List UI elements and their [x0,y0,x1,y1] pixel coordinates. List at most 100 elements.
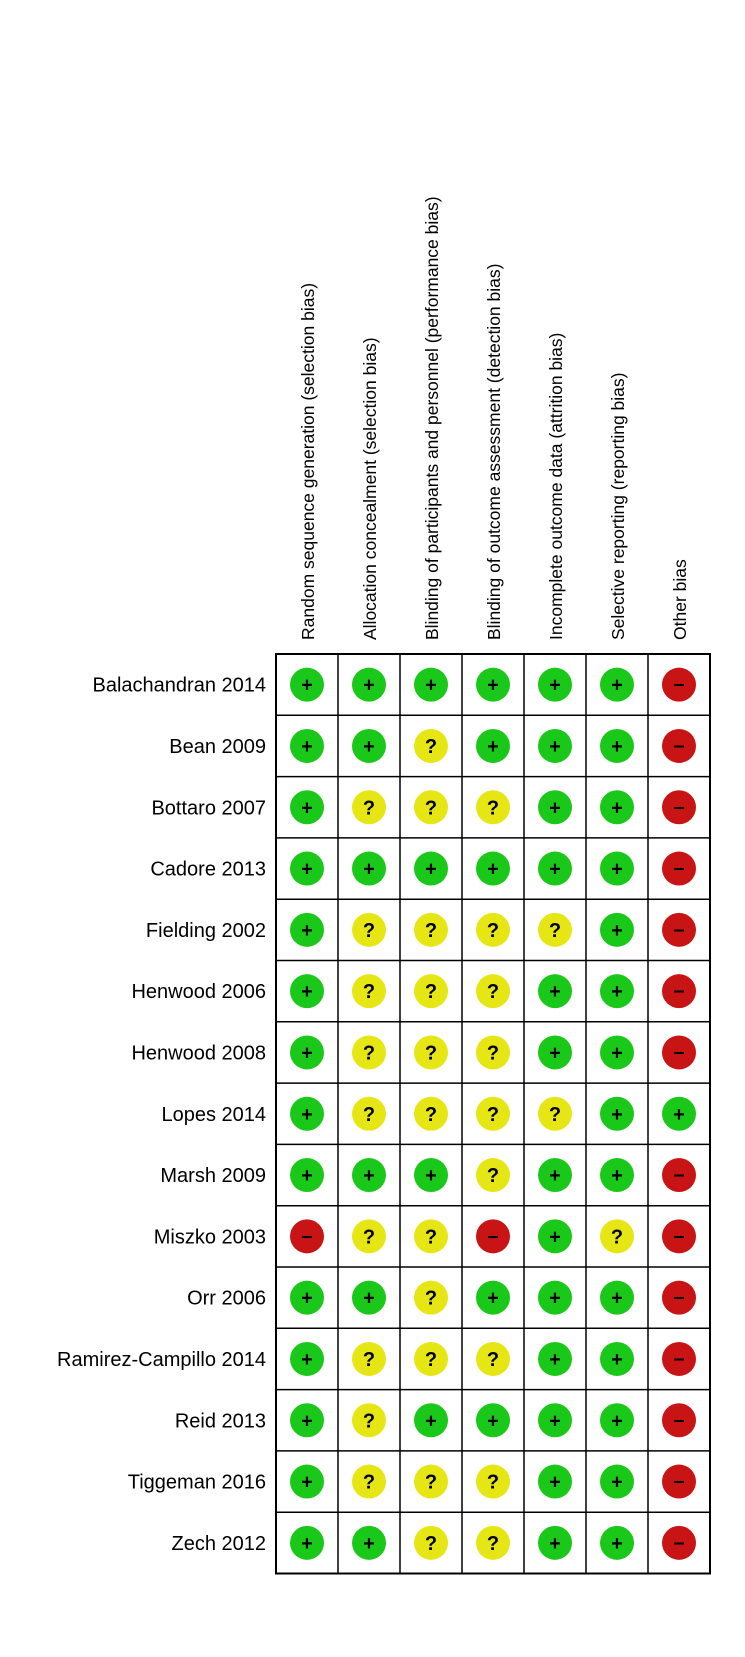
judgement-circle [414,1341,448,1376]
judgement-circle [538,1280,572,1315]
judgement-symbol: ? [363,1349,375,1371]
judgement-symbol: + [487,859,499,881]
judgement-circle [476,851,510,886]
judgement-circle [600,1525,634,1560]
judgement-symbol: – [301,1225,312,1247]
domain-header: Blinding of participants and personnel (… [422,196,442,640]
judgement-circle [290,790,324,825]
judgement-circle [538,1341,572,1376]
judgement-symbol: ? [425,1288,437,1310]
judgement-symbol: ? [425,1533,437,1555]
judgement-circle [476,1158,510,1193]
judgement-circle [476,1219,510,1254]
judgement-symbol: + [611,1042,623,1064]
study-label: Henwood 2006 [131,981,266,1003]
judgement-symbol: + [549,797,561,819]
judgement-symbol: + [549,859,561,881]
judgement-circle [352,1464,386,1499]
judgement-circle [662,1464,696,1499]
judgement-symbol: ? [363,1410,375,1432]
judgement-circle [352,1525,386,1560]
judgement-circle [600,974,634,1009]
judgement-symbol: + [301,1533,313,1555]
judgement-symbol: + [363,859,375,881]
judgement-symbol: ? [425,920,437,942]
judgement-circle [352,667,386,702]
judgement-symbol: ? [425,1472,437,1494]
judgement-circle [538,728,572,763]
judgement-circle [476,1403,510,1438]
judgement-circle [476,912,510,947]
judgement-circle [476,1341,510,1376]
judgement-circle [352,912,386,947]
judgement-circle [600,1341,634,1376]
judgement-symbol: + [673,1104,685,1126]
judgement-circle [414,1464,448,1499]
judgement-circle [538,667,572,702]
judgement-symbol: ? [487,920,499,942]
judgement-circle [290,1035,324,1070]
judgement-circle [414,912,448,947]
judgement-symbol: – [673,980,684,1002]
judgement-symbol: ? [425,797,437,819]
study-label: Ramirez-Campillo 2014 [57,1349,266,1371]
judgement-symbol: + [611,1104,623,1126]
judgement-circle [538,1096,572,1131]
judgement-circle [352,1096,386,1131]
judgement-circle [352,974,386,1009]
judgement-circle [600,1035,634,1070]
grid-frame [275,653,711,1575]
judgement-symbol: + [301,797,313,819]
judgement-symbol: + [301,859,313,881]
judgement-circle [290,912,324,947]
judgement-circle [414,728,448,763]
judgement-circle [600,1403,634,1438]
domain-header: Selective reporting (reporting bias) [608,373,628,641]
judgement-symbol: + [611,736,623,758]
judgement-circle [414,1158,448,1193]
judgement-symbol: + [611,920,623,942]
judgement-symbol: + [549,981,561,1003]
judgement-symbol: ? [425,736,437,758]
judgement-symbol: ? [425,981,437,1003]
judgement-symbol: ? [549,1104,561,1126]
judgement-symbol: ? [549,920,561,942]
judgement-symbol: + [301,1104,313,1126]
judgement-symbol: + [301,1288,313,1310]
judgement-symbol: – [673,919,684,941]
judgement-circle [538,1403,572,1438]
domain-header: Allocation concealment (selection bias) [360,337,380,640]
judgement-symbol: – [673,735,684,757]
judgement-symbol: ? [363,1226,375,1248]
judgement-symbol: + [363,1533,375,1555]
judgement-symbol: + [611,1165,623,1187]
judgement-symbol: ? [363,1472,375,1494]
judgement-symbol: + [549,1226,561,1248]
judgement-symbol: – [673,796,684,818]
study-label: Zech 2012 [171,1533,266,1555]
judgement-symbol: + [363,736,375,758]
judgement-symbol: + [611,1410,623,1432]
judgement-circle [414,974,448,1009]
judgement-symbol: ? [425,1349,437,1371]
judgement-circle [290,1096,324,1131]
judgement-circle [290,1403,324,1438]
judgement-symbol: + [425,1410,437,1432]
judgement-symbol: ? [487,981,499,1003]
judgement-circle [476,667,510,702]
judgement-circle [662,1219,696,1254]
judgement-symbol: – [673,1348,684,1370]
judgement-circle [538,1464,572,1499]
judgement-circle [538,912,572,947]
judgement-circle [662,1096,696,1131]
judgement-symbol: ? [425,1226,437,1248]
judgement-circle [290,1219,324,1254]
judgement-symbol: + [549,1042,561,1064]
judgement-circle [352,1158,386,1193]
judgement-circle [662,1280,696,1315]
judgement-symbol: + [611,1288,623,1310]
judgement-symbol: – [673,1164,684,1186]
judgement-circle [290,1341,324,1376]
study-label: Bottaro 2007 [151,797,266,819]
judgement-circle [352,1035,386,1070]
